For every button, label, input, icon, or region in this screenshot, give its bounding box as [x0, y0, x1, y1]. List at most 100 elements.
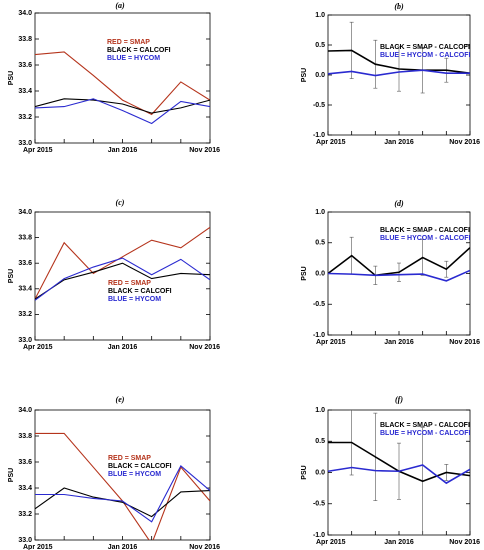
x-tick-label: Jan 2016	[384, 139, 414, 146]
panel-title: (a)	[115, 1, 125, 10]
y-tick-label: 33.6	[18, 459, 32, 466]
panel: (a) PSU 33.0 33.2 33.4 33.6 33.8 34.0 Apr 2015 Ja…	[8, 1, 220, 154]
legend-entry: BLUE = HYCOM	[108, 296, 161, 303]
legend-entry: RED = SMAP	[108, 455, 151, 462]
y-tick-label: 33.8	[18, 234, 32, 241]
panel: (e) PSU 33.0 33.2 33.4 33.6 33.8 34.0 Apr 2015 Ja…	[8, 395, 220, 550]
series-line	[35, 262, 210, 300]
y-tick-label: 33.6	[18, 260, 32, 267]
y-axis-label: PSU	[301, 465, 308, 479]
x-tick-label: Nov 2016	[449, 339, 480, 346]
panel: (c) PSU 33.0 33.2 33.4 33.6 33.8 34.0 Apr 2015 Ja…	[8, 198, 220, 351]
legend-entry: BLACK = CALCOFI	[108, 288, 172, 295]
legend-entry: BLUE = HYCOM - CALCOFI	[380, 430, 470, 437]
y-axis-label: PSU	[8, 269, 15, 283]
series-line	[328, 247, 470, 277]
legend-entry: BLACK = SMAP - CALCOFI	[380, 44, 470, 51]
legend-entry: BLACK = SMAP - CALCOFI	[380, 422, 470, 429]
y-tick-label: -0.5	[313, 102, 325, 109]
x-tick-label: Jan 2016	[108, 544, 138, 550]
plot-area	[35, 432, 210, 540]
y-tick-label: 33.2	[18, 114, 32, 121]
x-tick-label: Jan 2016	[384, 339, 414, 346]
x-tick-label: Apr 2015	[23, 544, 53, 550]
series-line	[328, 269, 470, 282]
legend-entry: BLACK = CALCOFI	[107, 47, 171, 54]
y-tick-label: 0.0	[315, 72, 325, 79]
x-tick-label: Jan 2016	[108, 344, 138, 351]
panel: (b) PSU -1.0 -0.5 0.0 0.5 1.0 Apr 2015 Jan 2016 N…	[301, 2, 480, 146]
y-tick-label: 34.0	[18, 10, 32, 17]
panel-title: (f)	[395, 395, 403, 404]
y-tick-label: -1.0	[313, 132, 325, 139]
x-tick-label: Jan 2016	[108, 147, 138, 154]
y-tick-label: 33.0	[18, 337, 32, 344]
y-tick-label: -1.0	[313, 332, 325, 339]
series-line	[328, 49, 470, 74]
x-tick-label: Apr 2015	[23, 147, 53, 154]
legend-entry: BLUE = HYCOM - CALCOFI	[380, 52, 470, 59]
x-tick-label: Apr 2015	[23, 344, 53, 351]
y-tick-label: 34.0	[18, 407, 32, 414]
y-tick-label: 1.0	[315, 209, 325, 216]
legend-entry: BLACK = CALCOFI	[108, 463, 172, 470]
y-tick-label: -1.0	[313, 532, 325, 539]
plot-frame	[34, 12, 211, 144]
x-tick-label: Apr 2015	[316, 539, 346, 546]
series-line	[328, 464, 470, 485]
legend-entry: BLUE = HYCOM - CALCOFI	[380, 235, 470, 242]
legend-entry: BLACK = SMAP - CALCOFI	[380, 227, 470, 234]
plot-area	[328, 236, 470, 285]
y-tick-label: -0.5	[313, 501, 325, 508]
y-tick-label: 33.6	[18, 62, 32, 69]
x-tick-label: Nov 2016	[189, 544, 220, 550]
panel: (f) PSU -1.0 -0.5 0.0 0.5 1.0 Apr 2015 Jan 2016 N…	[301, 395, 480, 546]
x-tick-label: Apr 2015	[316, 139, 346, 146]
y-tick-label: 0.0	[315, 270, 325, 277]
y-tick-label: 34.0	[18, 209, 32, 216]
legend-entry: BLUE = HYCOM	[108, 471, 161, 478]
y-tick-label: -0.5	[313, 301, 325, 308]
panel: (d) PSU -1.0 -0.5 0.0 0.5 1.0 Apr 2015 Jan 2016 N…	[301, 199, 480, 346]
legend-entry: BLUE = HYCOM	[107, 55, 160, 62]
y-tick-label: 33.2	[18, 511, 32, 518]
y-tick-label: 0.5	[315, 42, 325, 49]
plot-area	[328, 21, 470, 94]
panel-title: (c)	[116, 198, 125, 207]
y-tick-label: 1.0	[315, 407, 325, 414]
y-tick-label: 0.5	[315, 438, 325, 445]
plot-area	[35, 226, 210, 301]
plot-area	[328, 410, 470, 535]
y-tick-label: 33.4	[18, 88, 32, 95]
series-line	[35, 257, 210, 301]
x-tick-label: Nov 2016	[189, 344, 220, 351]
panel-title: (b)	[394, 2, 404, 11]
series-line	[35, 465, 210, 523]
plot-frame	[34, 211, 211, 341]
series-line	[35, 432, 210, 540]
series-line	[35, 98, 210, 114]
y-tick-label: 33.8	[18, 36, 32, 43]
x-tick-label: Apr 2015	[316, 339, 346, 346]
y-tick-label: 33.2	[18, 311, 32, 318]
panel-title: (e)	[116, 395, 125, 404]
panel-title: (d)	[394, 199, 404, 208]
series-line	[35, 226, 210, 300]
legend-entry: RED = SMAP	[107, 39, 150, 46]
series-line	[35, 51, 210, 116]
y-tick-label: 1.0	[315, 12, 325, 19]
x-tick-label: Nov 2016	[449, 539, 480, 546]
y-tick-label: 33.8	[18, 433, 32, 440]
series-line	[35, 98, 210, 125]
y-tick-label: 0.0	[315, 469, 325, 476]
legend-entry: RED = SMAP	[108, 280, 151, 287]
y-tick-label: 33.4	[18, 286, 32, 293]
y-axis-label: PSU	[8, 71, 15, 85]
x-tick-label: Nov 2016	[449, 139, 480, 146]
y-tick-label: 33.4	[18, 485, 32, 492]
y-axis-label: PSU	[8, 468, 15, 482]
series-line	[35, 487, 210, 518]
y-axis-label: PSU	[301, 266, 308, 280]
x-tick-label: Nov 2016	[189, 147, 220, 154]
